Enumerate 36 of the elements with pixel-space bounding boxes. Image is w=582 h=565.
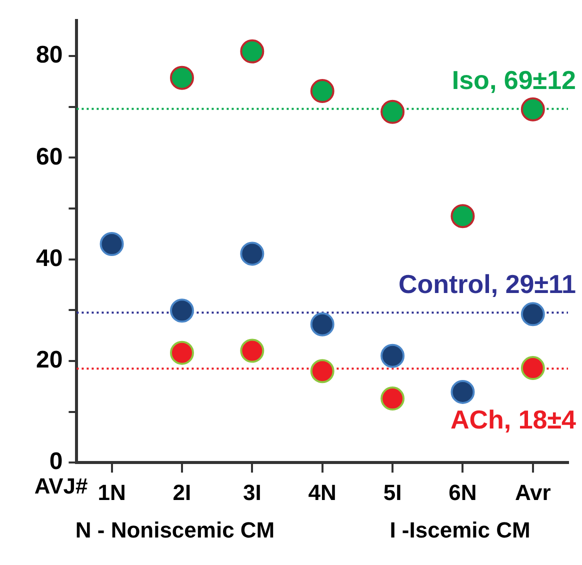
- point: [170, 298, 194, 323]
- point: [380, 100, 405, 124]
- point: [240, 338, 264, 363]
- x-tick-label: 2I: [172, 480, 192, 505]
- point: [520, 356, 545, 380]
- point: [450, 204, 475, 228]
- text: I -Iscemic CM: [390, 518, 530, 543]
- y-tick-label: 60: [36, 143, 63, 170]
- point: [100, 232, 124, 256]
- y-tick-label: 40: [36, 244, 63, 272]
- ref-line-label: ACh, 18±4: [450, 404, 577, 435]
- point: [310, 312, 334, 336]
- point: [170, 66, 194, 90]
- text: N - Noniscemic CM: [75, 518, 275, 543]
- y-tick-label: 0: [49, 448, 63, 476]
- y-tick-label: 20: [36, 346, 63, 374]
- point: [310, 79, 334, 104]
- point: [240, 39, 264, 64]
- point: [520, 302, 545, 326]
- ref-line-label: Control, 29±11: [398, 268, 576, 299]
- point: [380, 386, 405, 411]
- x-tick-label: Avr: [514, 480, 552, 505]
- ref-line-label: Iso, 69±12: [452, 65, 576, 96]
- point: [520, 97, 545, 122]
- point: [310, 359, 334, 384]
- point: [240, 242, 264, 266]
- y-tick-label: 80: [36, 42, 63, 69]
- point: [450, 380, 475, 404]
- x-tick-label: 1N: [98, 480, 126, 505]
- point: [380, 344, 405, 368]
- x-tick-label: 4N: [308, 480, 336, 505]
- point: [170, 340, 194, 365]
- x-tick-label: 5I: [383, 480, 402, 505]
- x-axis-title: AVJ#: [34, 474, 88, 499]
- x-tick-label: 6N: [448, 480, 477, 505]
- x-tick-label: 3I: [242, 480, 262, 505]
